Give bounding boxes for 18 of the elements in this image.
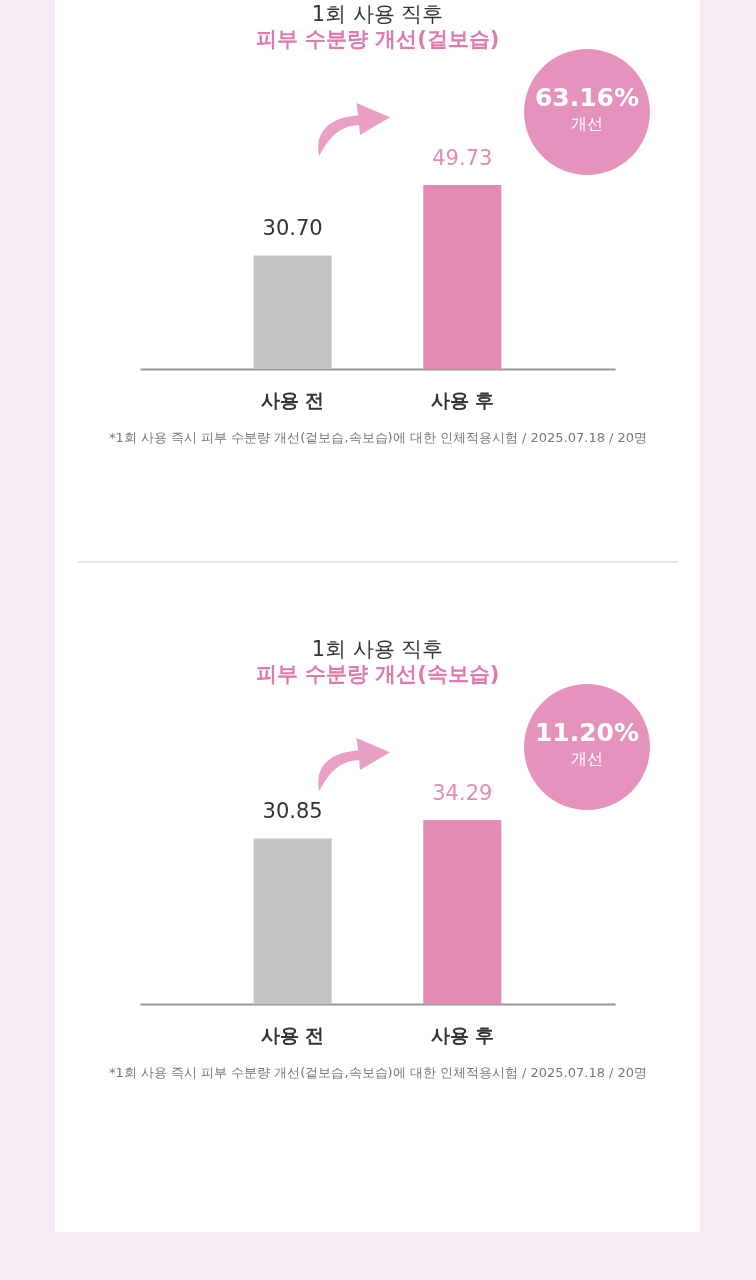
x-tick-label: 사용 전: [260, 388, 325, 411]
chart-title: 1회 사용 직후: [311, 637, 444, 661]
data-label: 30.85: [262, 799, 323, 824]
text: *1회 사용 즉시 피부 수분량 개선(겉보습,속보습)에 대한 인체적용시험 / 2025.07.18 / 20명: [107, 429, 649, 447]
x-tick-label: 사용 전: [260, 1023, 325, 1046]
x-tick-label: 사용 후: [430, 1023, 495, 1046]
data-label: 34.29: [432, 781, 493, 805]
chart-subtitle: 피부 수분량 개선(속보습): [255, 662, 500, 686]
text: 11.20%: [533, 718, 641, 747]
data-label: 49.73: [432, 146, 493, 170]
text: 63.16%: [533, 83, 641, 112]
chart-subtitle: 피부 수분량 개선(겉보습): [255, 27, 500, 51]
chart-title: 1회 사용 직후: [311, 2, 444, 26]
x-tick-label: 사용 후: [430, 388, 495, 411]
text: 개선: [570, 749, 604, 770]
text: *1회 사용 즉시 피부 수분량 개선(겉보습,속보습)에 대한 인체적용시험 / 2025.07.18 / 20명: [107, 1064, 649, 1082]
text: 개선: [570, 114, 604, 135]
data-label: 30.70: [262, 216, 323, 241]
